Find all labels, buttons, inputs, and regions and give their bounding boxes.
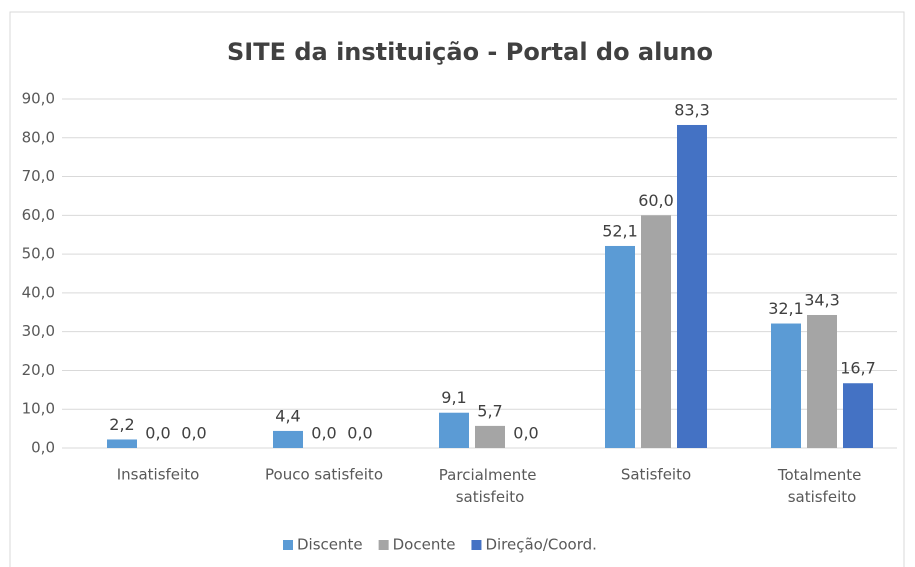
bar — [273, 430, 303, 448]
y-tick-label: 60,0 — [22, 206, 55, 224]
value-label: 0,0 — [311, 424, 336, 443]
bar — [677, 124, 707, 448]
legend-swatch — [283, 540, 293, 550]
value-label: 34,3 — [804, 290, 840, 309]
x-tick-label: Satisfeito — [621, 466, 691, 484]
value-label: 0,0 — [513, 424, 538, 443]
value-label: 2,2 — [109, 415, 134, 434]
y-tick-label: 70,0 — [22, 167, 55, 185]
value-label: 60,0 — [638, 191, 674, 210]
value-label: 4,4 — [275, 406, 300, 425]
value-label: 52,1 — [602, 221, 638, 240]
bar — [771, 323, 801, 448]
legend-label: Direção/Coord. — [485, 536, 596, 554]
bar — [641, 215, 671, 448]
bar — [605, 245, 635, 448]
y-tick-label: 80,0 — [22, 128, 55, 146]
chart-title: SITE da instituição - Portal do aluno — [227, 38, 713, 66]
bar — [807, 314, 837, 448]
x-tick-label: Parcialmente satisfeito — [439, 466, 541, 506]
bar — [843, 383, 873, 448]
y-tick-label: 20,0 — [22, 361, 55, 379]
chart-border — [9, 11, 905, 567]
legend-label: Discente — [297, 536, 363, 554]
legend-swatch — [378, 540, 389, 550]
bar — [107, 439, 137, 448]
value-label: 9,1 — [441, 388, 466, 407]
value-label: 0,0 — [145, 424, 170, 443]
y-tick-label: 90,0 — [22, 90, 55, 108]
legend-label: Docente — [393, 536, 456, 554]
y-tick-label: 30,0 — [22, 322, 55, 340]
value-label: 5,7 — [477, 401, 502, 420]
legend-swatch — [471, 540, 482, 550]
y-tick-label: 50,0 — [22, 245, 55, 263]
x-tick-label: Totalmente satisfeito — [777, 466, 866, 506]
y-tick-label: 40,0 — [22, 283, 55, 301]
bar — [475, 425, 505, 448]
value-label: 83,3 — [674, 100, 710, 119]
value-label: 0,0 — [181, 424, 206, 443]
x-tick-label: Insatisfeito — [117, 466, 200, 484]
bar — [439, 412, 469, 448]
value-label: 0,0 — [347, 424, 372, 443]
y-tick-label: 10,0 — [22, 400, 55, 418]
value-label: 32,1 — [768, 299, 804, 318]
x-tick-label: Pouco satisfeito — [265, 466, 383, 484]
y-tick-label: 0,0 — [31, 439, 55, 457]
value-label: 16,7 — [840, 359, 876, 378]
